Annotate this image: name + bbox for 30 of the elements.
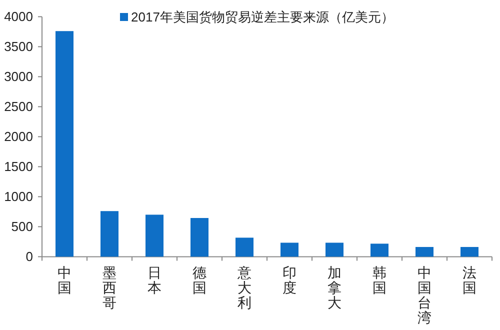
- x-tick-label: 加拿大: [328, 266, 342, 312]
- bar: [190, 218, 208, 257]
- legend-label: 2017年美国货物贸易逆差主要来源（亿美元）: [131, 10, 394, 24]
- x-tick-label: 日本: [148, 266, 162, 297]
- bar: [416, 246, 434, 257]
- bar: [460, 246, 478, 257]
- bar: [100, 211, 118, 257]
- bar: [370, 244, 388, 257]
- x-tick-label: 墨西哥: [102, 266, 116, 312]
- bar: [56, 31, 74, 257]
- y-tick-label: 2000: [4, 129, 33, 144]
- bar: [236, 238, 254, 257]
- x-tick-label: 意大利: [236, 266, 252, 312]
- x-tick-label: 中国台湾: [418, 266, 432, 327]
- y-tick-label: 1000: [4, 189, 33, 204]
- y-tick-label: 3000: [4, 69, 33, 84]
- bar: [326, 242, 344, 257]
- y-tick-label: 0: [26, 249, 33, 264]
- bar: [146, 214, 164, 257]
- x-tick-label: 法国: [462, 266, 476, 297]
- y-tick-label: 1500: [4, 159, 33, 174]
- y-tick-label: 3500: [4, 39, 33, 54]
- bar: [280, 242, 298, 257]
- y-tick-label: 4000: [4, 9, 33, 24]
- y-tick-label: 500: [11, 219, 33, 234]
- x-tick-label: 韩国: [372, 266, 386, 297]
- x-tick-label: 德国: [192, 266, 206, 297]
- x-tick-label: 中国: [58, 266, 72, 297]
- x-tick-label: 印度: [282, 266, 296, 297]
- y-tick-label: 2500: [4, 99, 33, 114]
